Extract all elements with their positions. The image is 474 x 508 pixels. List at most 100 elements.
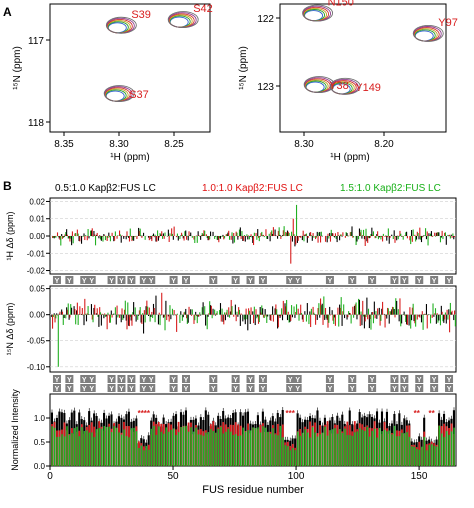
bar-black (269, 236, 271, 242)
bar-green (340, 297, 342, 315)
bar-black (386, 314, 388, 319)
bar-green (157, 230, 159, 236)
bar-green (266, 314, 268, 323)
bar-black (58, 236, 60, 239)
bar-red (347, 235, 349, 237)
bar-black (232, 236, 234, 244)
tyr-box (368, 375, 377, 383)
hsqc-left-xtick-1: 8.30 (109, 139, 129, 150)
bar-black (334, 314, 336, 318)
tyr-box (400, 276, 409, 284)
tyr-box (286, 375, 295, 383)
intensity-bar-green (51, 426, 53, 466)
bar-black (366, 297, 368, 315)
bar-green (142, 313, 144, 315)
bar-red (434, 313, 436, 315)
intensity-bar-green (289, 450, 292, 466)
tyr-box (147, 384, 156, 392)
bar-red (101, 236, 103, 237)
bar-green (392, 307, 394, 315)
intensity-bar-green (53, 427, 56, 466)
bar-black (423, 235, 425, 236)
bar-red (364, 236, 366, 246)
intensity-bar-green (297, 431, 299, 466)
bar-red (228, 230, 230, 236)
intensity-bar-green (212, 431, 215, 466)
bar-red (238, 236, 240, 237)
ytick-label: 0.02 (29, 197, 45, 206)
bar-black (95, 234, 97, 236)
tyr-box (80, 384, 89, 392)
bar-green (288, 314, 290, 323)
bar-red (228, 307, 230, 315)
bar-green (454, 314, 456, 327)
bar-red (54, 314, 56, 323)
bar-red (235, 231, 237, 236)
intensity-bar-green (172, 428, 175, 466)
tyr-glyph: Y (141, 386, 146, 393)
bar-black (445, 236, 447, 245)
tyr-glyph: Y (417, 278, 422, 285)
h-shift-yticks: 0.02 0.01 0.00 -0.01 -0.02 (27, 197, 50, 276)
bar-green (124, 300, 126, 315)
bar-green (60, 236, 62, 246)
bar-black (197, 314, 199, 317)
bar-black (143, 314, 145, 334)
bar-black (98, 314, 100, 327)
bar-green (231, 232, 233, 236)
bar-green (281, 236, 283, 237)
bar-green (139, 307, 141, 315)
intensity-bar-green (431, 444, 433, 466)
tyr-glyph: Y (119, 377, 124, 384)
tyr-box (390, 276, 399, 284)
tyr-box (209, 276, 218, 284)
bar-black (140, 314, 142, 323)
tyr-box (430, 276, 439, 284)
bar-black (316, 314, 318, 320)
tyr-glyph: Y (171, 386, 176, 393)
bar-black (368, 314, 370, 329)
intensity-bar-green (145, 445, 148, 466)
bar-red (310, 232, 312, 236)
intensity-bar-green (396, 436, 398, 466)
bar-black (381, 236, 383, 237)
intensity-bar-green (393, 425, 396, 466)
bar-black (301, 236, 303, 241)
intensity-bar-green (383, 429, 386, 466)
bar-black (277, 236, 279, 239)
bar-red (64, 234, 66, 236)
bar-red (233, 314, 235, 317)
bar-black (435, 232, 437, 236)
peak-contour (105, 16, 137, 34)
bar-red (382, 236, 384, 242)
bar-red (431, 236, 433, 237)
intensity-bar-green (187, 431, 190, 466)
bar-red (379, 236, 381, 237)
bar-green (385, 235, 387, 236)
bar-red (409, 307, 411, 315)
bar-red (133, 314, 135, 317)
bar-green (320, 305, 322, 315)
bar-red (297, 236, 299, 241)
bar-red (99, 235, 101, 236)
bar-red (138, 310, 140, 315)
hsqc-right-xtick-1: 8.20 (374, 139, 394, 150)
bar-red (426, 231, 428, 236)
tyr-glyph: Y (432, 377, 437, 384)
bar-red (275, 235, 277, 236)
bar-black (448, 235, 450, 237)
bar-black (272, 306, 274, 315)
tyr-glyph: Y (149, 377, 154, 384)
bar-black (210, 231, 212, 236)
bar-black (175, 314, 177, 316)
bar-green (400, 314, 402, 327)
bar-black (244, 314, 246, 325)
bar-black (185, 230, 187, 236)
bar-red (389, 311, 391, 315)
tyr-box (415, 375, 424, 383)
bar-green (174, 314, 176, 316)
intensity-bar-green (105, 426, 108, 466)
bar-red (136, 236, 138, 239)
intensity-bar-green (128, 437, 130, 466)
